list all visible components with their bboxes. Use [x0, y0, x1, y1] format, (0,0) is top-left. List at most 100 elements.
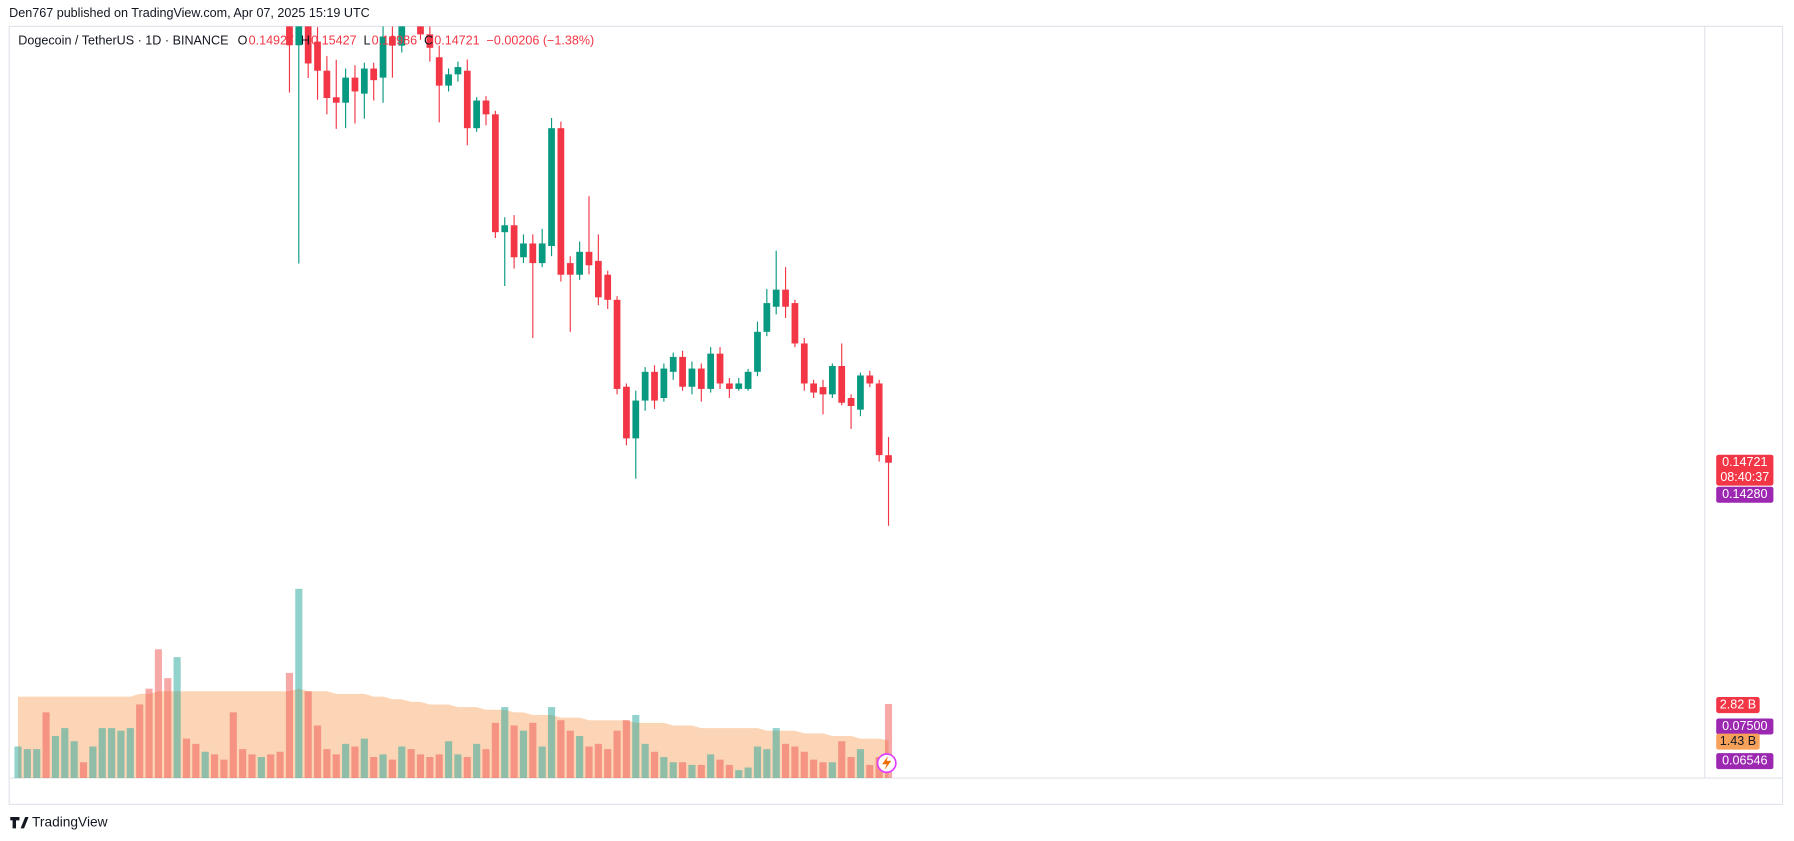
volume-bar — [192, 743, 200, 779]
volume-bar — [566, 730, 574, 779]
line-label: 0.07500 — [1722, 719, 1767, 733]
ma-label-box — [1716, 733, 1760, 750]
volume-bar — [89, 746, 97, 779]
candle-body — [286, 26, 293, 46]
alert-icon[interactable] — [876, 753, 897, 774]
line-label: 0.06546 — [1722, 753, 1767, 767]
legend-value: 0.14927 — [249, 34, 294, 48]
volume-bar — [529, 722, 537, 779]
candle-body — [688, 368, 696, 387]
candle-body — [538, 243, 546, 264]
volume-bar — [257, 757, 265, 779]
legend-value: 0.14721 — [434, 34, 479, 48]
volume-bar — [856, 749, 864, 779]
volume-bar — [697, 764, 705, 779]
candle-body — [772, 289, 780, 307]
candle-body — [510, 225, 518, 258]
volume-bar — [679, 762, 687, 779]
candle-body — [623, 386, 630, 439]
volume-bar — [491, 722, 499, 779]
volume-bar — [220, 759, 228, 779]
candle-body — [295, 26, 303, 46]
volume-bar — [154, 649, 162, 779]
candle-body — [576, 251, 583, 275]
volume-bar — [276, 751, 284, 779]
candle-body — [875, 383, 883, 456]
volume-bar — [379, 754, 387, 779]
candle-body — [707, 353, 715, 389]
volume-bar — [501, 707, 509, 779]
candle-body — [557, 128, 565, 275]
volume-bar — [23, 749, 31, 779]
volume-bar — [707, 754, 715, 779]
volume-bar — [79, 762, 88, 779]
volume-bar — [323, 749, 331, 779]
candle-body — [885, 455, 892, 463]
candle-body — [304, 26, 312, 64]
candle-body — [679, 356, 686, 387]
volume-bar — [182, 738, 191, 779]
volume-bar — [454, 754, 462, 779]
candle-body — [641, 371, 649, 401]
ticker: Dogecoin / TetherUS · 1D · BINANCE — [18, 34, 228, 48]
candle-body — [782, 289, 789, 307]
volume-bar — [164, 678, 172, 779]
volume-bar — [239, 749, 247, 779]
volume-bar — [370, 757, 378, 779]
candle-body — [819, 387, 827, 395]
candle-body — [847, 398, 855, 407]
volume-bar — [622, 720, 630, 779]
volume-bar — [98, 728, 106, 779]
volume-bar — [398, 746, 406, 779]
candle-body — [566, 263, 574, 275]
candle-body — [791, 303, 799, 344]
volume-bar — [519, 730, 528, 779]
line-label-box — [1716, 753, 1774, 770]
volume-bar — [669, 762, 677, 779]
volume-label: 2.82 B — [1720, 697, 1756, 711]
volume-bar — [660, 757, 668, 779]
candle-body — [408, 9, 415, 20]
volume-bar — [650, 751, 659, 779]
line-label-box — [1716, 718, 1774, 735]
volume-bar — [445, 741, 453, 779]
volume-bar — [725, 764, 733, 779]
legend-change: −0.00206 (−1.38%) — [487, 34, 595, 48]
volume-bar — [510, 725, 518, 779]
candle-body — [754, 331, 761, 372]
volume-bar — [538, 746, 546, 779]
volume-bar — [641, 743, 649, 779]
volume-bar — [173, 657, 181, 779]
volume-bar — [426, 757, 434, 779]
volume-bar — [295, 588, 303, 779]
frame — [8, 25, 1784, 805]
candle-body — [716, 353, 724, 384]
volume-bar — [847, 757, 855, 779]
candle-body — [389, 36, 396, 46]
volume-bar — [473, 743, 481, 779]
volume-bar — [744, 767, 752, 779]
volume-bar — [613, 730, 621, 779]
brand: TradingView — [10, 814, 108, 829]
volume-bar — [416, 754, 425, 779]
volume-bar — [136, 704, 144, 779]
candle-body — [828, 366, 836, 395]
volume-bar — [716, 759, 724, 779]
candle-body — [398, 26, 406, 46]
candle-body — [473, 100, 481, 129]
volume-bar — [800, 751, 808, 779]
volume-bar — [304, 691, 312, 779]
volume-bar — [866, 764, 874, 779]
legend-key: O — [238, 34, 248, 48]
candle-body — [763, 303, 771, 332]
volume-bar — [313, 725, 322, 779]
legend-key: H — [301, 34, 310, 48]
volume-bar — [819, 762, 827, 779]
candle-body — [651, 371, 658, 401]
volume-bar — [407, 749, 415, 779]
candle-body — [697, 368, 705, 389]
candles — [286, 9, 892, 526]
ma-label: 1.43 B — [1720, 734, 1756, 748]
volume-bar — [285, 672, 294, 779]
